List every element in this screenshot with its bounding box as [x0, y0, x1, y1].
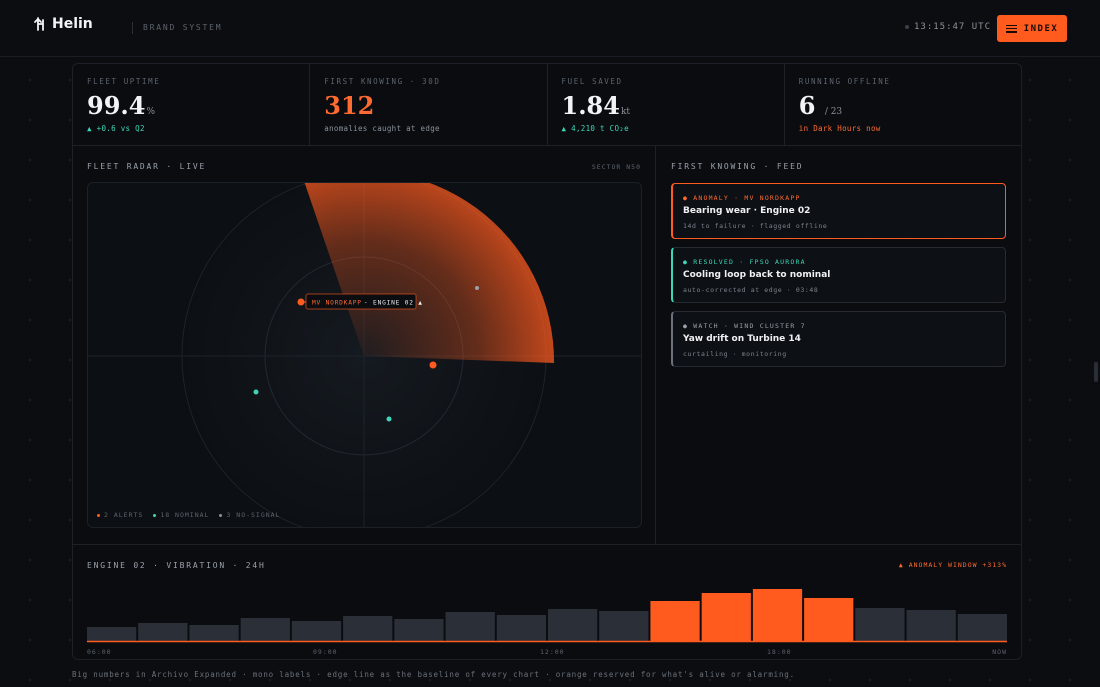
footnote: Big numbers in Archivo Expanded · mono l…	[72, 670, 795, 679]
brand-label: BRAND SYSTEM	[143, 23, 223, 32]
stat-label: FLEET UPTIME	[87, 77, 161, 86]
vibration-bar	[189, 625, 239, 641]
vibration-bar	[87, 627, 137, 641]
anomaly-bar	[650, 601, 700, 641]
stat-first-knowing: FIRST KNOWING · 30D 312 anomalies caught…	[310, 64, 548, 145]
feed-meta: auto-corrected at edge · 03:48	[683, 286, 819, 294]
anomaly-window-label: ▲ ANOMALY WINDOW +313%	[898, 561, 1007, 569]
feed-card-resolved[interactable]: ● RESOLVED · FPSO AURORA Cooling loop ba…	[671, 247, 1006, 303]
stat-value: 312	[324, 91, 375, 120]
feed-title-text: Yaw drift on Turbine 14	[683, 334, 801, 344]
fleet-radar-panel: FLEET RADAR · LIVE SECTOR N50	[73, 146, 656, 544]
stat-unit: %	[146, 107, 156, 117]
stat-sub: ▲ 4,210 t CO₂e	[561, 124, 629, 133]
vibration-bar	[291, 621, 342, 641]
feed-meta: curtailing · monitoring	[683, 350, 787, 358]
logo-text: Helin	[52, 16, 93, 32]
dashboard-frame: FLEET UPTIME 99.4% ▲ +0.6 vs Q2 FIRST KN…	[72, 63, 1022, 660]
feed-title-text: Cooling loop back to nominal	[683, 270, 831, 280]
nominal-blip[interactable]	[253, 389, 259, 395]
first-knowing-feed: FIRST KNOWING · FEED ● ANOMALY · MV NORD…	[656, 146, 1021, 544]
vibration-bar	[906, 610, 956, 641]
anomaly-bar	[804, 598, 854, 641]
x-tick-label: 18:00	[767, 648, 792, 656]
callout-detail: · ENGINE 02 ▲	[364, 300, 423, 307]
stat-sub: ▲ +0.6 vs Q2	[87, 124, 145, 133]
utc-clock: 13:15:47 UTC	[905, 22, 991, 32]
radar-display[interactable]: MV NORDKAPP · ENGINE 02 ▲ 2 ALERTS 18 NO…	[87, 182, 642, 528]
x-tick-label: 12:00	[540, 648, 565, 656]
stat-label: RUNNING OFFLINE	[798, 77, 891, 86]
anomaly-bar	[701, 593, 751, 641]
stat-value: 1.84kt	[561, 91, 631, 120]
stat-fleet-uptime: FLEET UPTIME 99.4% ▲ +0.6 vs Q2	[73, 64, 311, 145]
vibration-bar	[855, 608, 905, 641]
nordkapp-callout[interactable]: MV NORDKAPP · ENGINE 02 ▲	[305, 293, 423, 310]
x-tick-label: 06:00	[87, 648, 112, 656]
nominal-blip[interactable]	[386, 416, 392, 422]
stat-sub: anomalies caught at edge	[324, 124, 440, 133]
vibration-bar	[138, 623, 188, 641]
vibration-bar	[343, 616, 393, 641]
radar-title: FLEET RADAR · LIVE	[87, 162, 207, 171]
clock-text: 13:15:47 UTC	[914, 22, 992, 32]
stat-label: FUEL SAVED	[561, 77, 623, 86]
callout-vessel: MV NORDKAPP	[312, 300, 362, 307]
feed-card-watch[interactable]: ● WATCH · WIND CLUSTER 7 Yaw drift on Tu…	[671, 311, 1006, 367]
header-divider	[132, 22, 133, 34]
feed-meta: 14d to failure · flagged offline	[683, 222, 828, 230]
stat-unit: kt	[620, 107, 631, 117]
feed-tag: ● WATCH · WIND CLUSTER 7	[683, 322, 806, 330]
legend-nominal: 18 NOMINAL	[153, 511, 209, 519]
helin-logo-icon	[34, 17, 44, 31]
legend-no-signal: 3 NO-SIGNAL	[219, 511, 280, 519]
radar-sweep	[304, 183, 555, 363]
stat-running-offline: RUNNING OFFLINE 6 / 23 in Dark Hours now	[785, 64, 1021, 145]
feed-title: FIRST KNOWING · FEED	[671, 162, 804, 171]
vibration-bar	[445, 612, 495, 641]
feed-title-text: Bearing wear · Engine 02	[683, 206, 811, 216]
stat-value: 6 / 23	[798, 91, 843, 120]
radar-legend: 2 ALERTS 18 NOMINAL 3 NO-SIGNAL	[97, 511, 281, 519]
index-button[interactable]: INDEX	[997, 15, 1067, 42]
stat-unit: / 23	[824, 107, 843, 117]
alert-blip[interactable]	[429, 361, 437, 369]
sector-label: SECTOR N50	[591, 163, 641, 171]
logo[interactable]: Helin	[34, 16, 93, 32]
x-tick-label: NOW	[992, 648, 1007, 656]
anomaly-bar	[752, 589, 803, 641]
page-scrollbar[interactable]	[1094, 362, 1098, 382]
vibration-bar	[599, 611, 649, 641]
stat-value: 99.4%	[87, 91, 156, 120]
radar-svg: MV NORDKAPP · ENGINE 02 ▲	[88, 183, 641, 527]
x-tick-label: 09:00	[313, 648, 338, 656]
vibration-panel: ENGINE 02 · VIBRATION · 24H ▲ ANOMALY WI…	[73, 544, 1021, 659]
feed-tag: ● RESOLVED · FPSO AURORA	[683, 258, 806, 266]
clock-dot-icon	[905, 25, 909, 29]
stats-row: FLEET UPTIME 99.4% ▲ +0.6 vs Q2 FIRST KN…	[73, 64, 1021, 146]
top-header: Helin BRAND SYSTEM 13:15:47 UTC INDEX	[0, 0, 1100, 57]
no-signal-blip[interactable]	[475, 286, 479, 290]
vibration-bar	[548, 609, 598, 641]
vibration-chart: 06:00 09:00 12:00 18:00 NOW	[87, 589, 1007, 656]
vibration-bar	[957, 614, 1007, 641]
feed-card-anomaly[interactable]: ● ANOMALY · MV NORDKAPP Bearing wear · E…	[671, 183, 1006, 239]
vibration-bar	[394, 619, 444, 641]
index-button-label: INDEX	[1023, 23, 1059, 34]
legend-alerts: 2 ALERTS	[97, 511, 143, 519]
stat-fuel-saved: FUEL SAVED 1.84kt ▲ 4,210 t CO₂e	[548, 64, 785, 145]
vibration-title: ENGINE 02 · VIBRATION · 24H	[87, 561, 266, 570]
menu-icon	[1005, 24, 1017, 33]
vibration-bar	[496, 615, 546, 641]
feed-tag: ● ANOMALY · MV NORDKAPP	[683, 194, 801, 202]
nordkapp-blip[interactable]	[297, 298, 305, 306]
stat-label: FIRST KNOWING · 30D	[324, 77, 441, 86]
vibration-bar	[240, 618, 290, 641]
stat-sub: in Dark Hours now	[798, 124, 881, 133]
